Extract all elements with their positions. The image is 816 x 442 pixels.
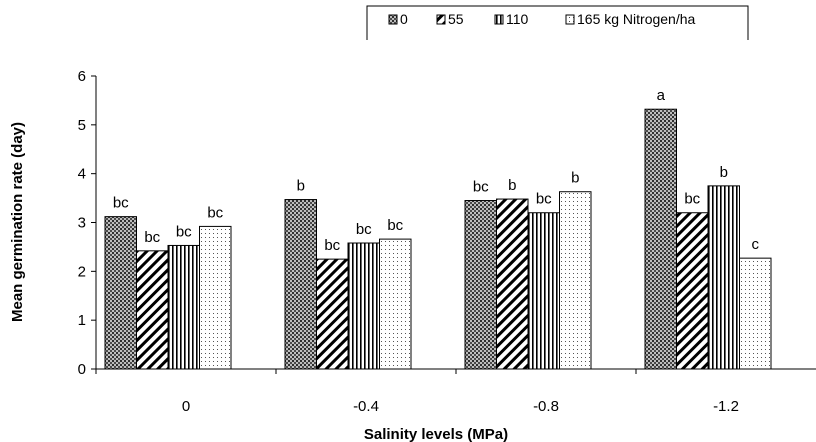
- bar-label: bc: [144, 229, 160, 246]
- bar: [707, 185, 740, 370]
- bar-label: bc: [176, 223, 192, 240]
- legend: 0 55 110 165 kg Nitrogen/ha: [366, 5, 749, 40]
- legend-label: 0: [400, 11, 408, 27]
- bar: [316, 258, 349, 370]
- y-tick-label: 5: [78, 117, 86, 134]
- bar-label: bc: [324, 237, 340, 254]
- x-tick-label: -1.2: [713, 398, 739, 415]
- bar-label: bc: [684, 191, 700, 208]
- bar: [136, 250, 169, 370]
- y-tick-label: 2: [78, 263, 86, 280]
- x-tick-label: 0: [182, 398, 190, 415]
- bar-label: b: [508, 177, 516, 194]
- bar-label: bc: [387, 217, 403, 234]
- y-tick-label: 6: [78, 68, 86, 85]
- bar-label: bc: [536, 191, 552, 208]
- bar: [644, 108, 677, 370]
- y-tick-label: 4: [78, 166, 86, 183]
- legend-label: 165 kg Nitrogen/ha: [577, 11, 696, 27]
- bar-label: bc: [356, 221, 372, 238]
- y-tick-label: 3: [78, 215, 86, 232]
- legend-swatch: [565, 14, 575, 25]
- bar-label: bc: [207, 204, 223, 221]
- bar: [104, 216, 137, 370]
- bar-label: b: [571, 170, 579, 187]
- x-axis-title: Salinity levels (MPa): [364, 426, 508, 442]
- y-tick-label: 0: [78, 361, 86, 378]
- y-tick-label: 1: [78, 312, 86, 329]
- legend-label: 110: [506, 11, 529, 27]
- bar: [379, 238, 412, 370]
- bar: [559, 191, 592, 370]
- bar: [676, 212, 709, 370]
- legend-label: 55: [448, 11, 464, 27]
- bar: [496, 198, 529, 370]
- legend-swatch: [436, 14, 446, 25]
- bar-label: bc: [113, 195, 129, 212]
- x-tick-label: -0.8: [533, 398, 559, 415]
- bar: [284, 199, 317, 370]
- bar-label: bc: [473, 179, 489, 196]
- bar: [347, 242, 380, 370]
- bar: [464, 200, 497, 370]
- bar-label: b: [297, 178, 305, 195]
- bar: [167, 244, 200, 370]
- legend-swatch: [388, 14, 398, 25]
- x-tick-label: -0.4: [353, 398, 379, 415]
- bar-label: b: [720, 164, 728, 181]
- bar: [527, 212, 560, 370]
- y-axis-title: Mean germination rate (day): [9, 122, 26, 322]
- bar: [199, 225, 232, 370]
- bar-label: c: [752, 236, 760, 253]
- legend-frame: [366, 5, 749, 40]
- bar: [739, 257, 772, 370]
- bar-label: a: [657, 87, 666, 104]
- legend-swatch: [494, 14, 504, 25]
